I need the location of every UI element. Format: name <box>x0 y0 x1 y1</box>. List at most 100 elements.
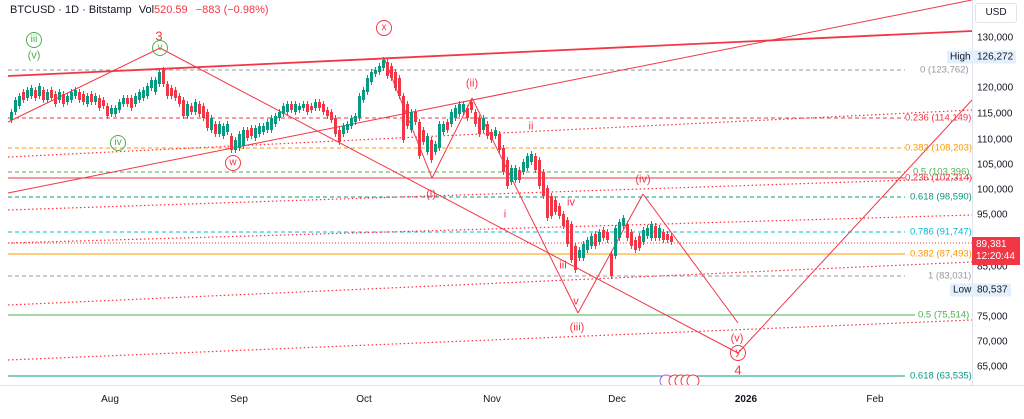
candle[interactable] <box>258 126 261 134</box>
candle[interactable] <box>150 80 153 88</box>
price-axis[interactable] <box>972 0 1024 385</box>
candle[interactable] <box>394 72 397 88</box>
candle[interactable] <box>634 240 637 250</box>
candle[interactable] <box>586 240 589 250</box>
candle[interactable] <box>598 232 601 242</box>
candle[interactable] <box>530 154 533 162</box>
candle[interactable] <box>46 92 49 100</box>
candle[interactable] <box>78 92 81 100</box>
candle[interactable] <box>74 90 77 96</box>
candle[interactable] <box>214 124 217 134</box>
currency-selector[interactable]: USD <box>975 3 1017 23</box>
candle[interactable] <box>294 104 297 112</box>
candle[interactable] <box>326 110 329 116</box>
candle[interactable] <box>450 112 453 124</box>
candle[interactable] <box>174 90 177 98</box>
candle[interactable] <box>370 72 373 82</box>
candle[interactable] <box>278 112 281 118</box>
candle[interactable] <box>230 136 233 150</box>
candle[interactable] <box>114 108 117 114</box>
candle[interactable] <box>318 102 321 108</box>
candle[interactable] <box>290 104 293 110</box>
trend-line[interactable] <box>7 0 972 194</box>
symbol-name[interactable]: BTCUSD <box>10 4 56 16</box>
candle[interactable] <box>434 144 437 152</box>
candle[interactable] <box>438 124 441 148</box>
candle[interactable] <box>386 62 389 76</box>
candle[interactable] <box>146 86 149 96</box>
candle[interactable] <box>534 156 537 170</box>
candle[interactable] <box>670 236 673 242</box>
candle[interactable] <box>458 104 461 114</box>
candle[interactable] <box>98 98 101 108</box>
candle[interactable] <box>130 98 133 108</box>
candle[interactable] <box>22 92 25 100</box>
channel-line[interactable] <box>7 214 972 244</box>
candle[interactable] <box>366 78 369 92</box>
candle[interactable] <box>354 116 357 122</box>
candle[interactable] <box>486 124 489 136</box>
candle[interactable] <box>30 88 33 96</box>
candle[interactable] <box>550 196 553 216</box>
candle[interactable] <box>446 122 449 130</box>
candle[interactable] <box>518 170 521 180</box>
candle[interactable] <box>618 222 621 238</box>
candle[interactable] <box>262 126 265 132</box>
candle[interactable] <box>362 90 365 100</box>
resistance-line[interactable] <box>7 30 972 77</box>
candle[interactable] <box>34 90 37 98</box>
wave-line[interactable] <box>431 97 473 179</box>
candle[interactable] <box>90 94 93 102</box>
candle[interactable] <box>154 80 157 92</box>
wave-line[interactable] <box>737 99 972 354</box>
candle[interactable] <box>558 206 561 216</box>
candle[interactable] <box>582 244 585 258</box>
candle[interactable] <box>590 236 593 246</box>
candle[interactable] <box>126 98 129 104</box>
candle[interactable] <box>202 106 205 118</box>
candle[interactable] <box>194 102 197 112</box>
candle[interactable] <box>414 112 417 122</box>
candle[interactable] <box>646 228 649 236</box>
candle[interactable] <box>554 200 557 212</box>
candle[interactable] <box>190 106 193 112</box>
candle[interactable] <box>522 162 525 172</box>
candle[interactable] <box>374 70 377 74</box>
candle[interactable] <box>542 172 545 196</box>
candle[interactable] <box>662 232 665 240</box>
candle[interactable] <box>106 106 109 116</box>
candle[interactable] <box>610 254 613 276</box>
candle[interactable] <box>14 100 17 112</box>
candle[interactable] <box>254 128 257 138</box>
channel-line[interactable] <box>7 261 972 306</box>
candle[interactable] <box>210 118 213 130</box>
candle[interactable] <box>526 156 529 168</box>
candle[interactable] <box>350 118 353 126</box>
candle[interactable] <box>570 224 573 260</box>
candle[interactable] <box>70 92 73 100</box>
candle[interactable] <box>506 160 509 186</box>
candle[interactable] <box>198 104 201 114</box>
event-marker-icon[interactable] <box>686 374 700 385</box>
candle[interactable] <box>654 226 657 238</box>
candle[interactable] <box>286 104 289 112</box>
candle[interactable] <box>346 124 349 130</box>
candle[interactable] <box>478 118 481 134</box>
candle[interactable] <box>502 148 505 172</box>
candle[interactable] <box>406 104 409 126</box>
wave-line[interactable] <box>642 193 739 324</box>
candle[interactable] <box>626 224 629 238</box>
candle[interactable] <box>650 224 653 238</box>
candle[interactable] <box>466 108 469 118</box>
candle[interactable] <box>246 130 249 138</box>
candle[interactable] <box>234 140 237 150</box>
candle[interactable] <box>266 122 269 130</box>
candle[interactable] <box>274 116 277 124</box>
candle[interactable] <box>538 160 541 186</box>
chart-canvas[interactable] <box>0 0 972 385</box>
candle[interactable] <box>498 134 501 150</box>
candle[interactable] <box>334 118 337 134</box>
candle[interactable] <box>142 90 145 98</box>
candle[interactable] <box>110 108 113 114</box>
